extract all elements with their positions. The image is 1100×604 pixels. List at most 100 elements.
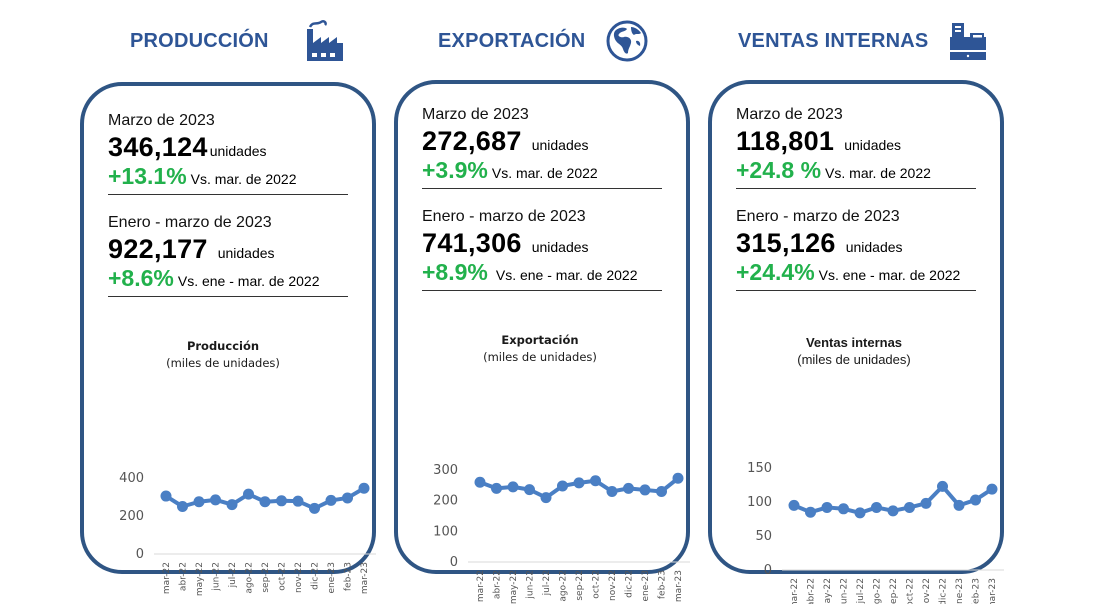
data-point xyxy=(557,480,568,492)
kpi-ytd: Enero - marzo de 2023 741,306 unidades +… xyxy=(422,208,662,291)
kpi-change: +24.4% xyxy=(736,259,815,285)
y-tick-label: 50 xyxy=(755,529,772,544)
data-point xyxy=(805,506,816,518)
kpi-unit: unidades xyxy=(217,245,275,261)
kpi-unit: unidades xyxy=(845,239,903,255)
kpi-change: +13.1% xyxy=(108,163,187,189)
data-point xyxy=(623,482,634,494)
data-point xyxy=(243,488,254,500)
x-tick-label: ene-23 xyxy=(327,562,337,593)
x-tick-label: sep-22 xyxy=(889,578,899,604)
panel-title: EXPORTACIÓN xyxy=(438,29,586,52)
x-tick-label: oct-22 xyxy=(592,570,602,599)
panel-header-produccion: PRODUCCIÓN xyxy=(130,10,347,72)
x-tick-label: ene-23 xyxy=(955,578,965,604)
data-point xyxy=(358,482,370,494)
data-point xyxy=(226,499,238,511)
x-tick-label: oct-22 xyxy=(906,578,916,604)
x-tick-label: mar-22 xyxy=(476,570,486,602)
x-tick-label: may-22 xyxy=(823,578,833,604)
kpi-value: 346,124 xyxy=(108,132,208,162)
data-point xyxy=(210,494,221,506)
kpi-monthly: Marzo de 2023 346,124 unidades +13.1% Vs… xyxy=(108,112,348,195)
x-tick-label: dic-22 xyxy=(939,578,949,604)
data-point xyxy=(276,495,287,507)
kpi-value: 741,306 xyxy=(422,228,522,258)
x-tick-label: sep-22 xyxy=(575,570,585,601)
kpi-change: +8.9% xyxy=(422,259,488,285)
chart-exportacion: 0 100 200 300 mar-22 abr-22 may-22 jun-22 jul-22… xyxy=(433,463,690,604)
chart-title: Producción xyxy=(186,339,260,353)
y-tick-label: 0 xyxy=(450,555,458,570)
kpi-value: 118,801 xyxy=(736,126,835,156)
data-point xyxy=(177,501,188,512)
chart-title-block: Exportación (miles de unidades) xyxy=(394,332,686,366)
x-tick-label: jun-22 xyxy=(526,570,536,600)
kpi-unit: unidades xyxy=(531,137,589,153)
kpi-compare: Vs. ene - mar. de 2022 xyxy=(177,273,320,289)
x-tick-label: dic-22 xyxy=(311,562,321,590)
data-point xyxy=(474,476,486,488)
kpi-compare: Vs. ene - mar. de 2022 xyxy=(495,267,638,283)
y-tick-label: 100 xyxy=(433,524,458,539)
y-tick-label: 0 xyxy=(136,547,144,562)
data-point xyxy=(590,475,601,487)
x-tick-label: oct-22 xyxy=(278,562,288,591)
kpi-ytd: Enero - marzo de 2023 922,177 unidades +… xyxy=(108,214,348,297)
x-tick-label: ago-22 xyxy=(873,578,883,604)
chart-ventas-internas: 0 50 100 150 mar-22 abr-22 may-22 jun-22 jul-22 a… xyxy=(747,461,1004,604)
data-point xyxy=(325,494,337,506)
data-point xyxy=(259,496,271,508)
data-point xyxy=(887,505,899,517)
y-tick-label: 200 xyxy=(433,494,458,509)
card-exportacion: Marzo de 2023 272,687 unidades +3.9% Vs.… xyxy=(394,80,690,604)
data-point xyxy=(656,485,667,497)
kpi-compare: Vs. mar. de 2022 xyxy=(491,165,598,181)
y-tick-label: 300 xyxy=(433,463,458,478)
kpi-change: +8.6% xyxy=(108,265,174,291)
y-tick-label: 200 xyxy=(119,509,144,524)
x-tick-label: mar-23 xyxy=(674,570,684,602)
x-tick-label: nov-22 xyxy=(608,570,618,601)
data-point xyxy=(970,494,981,506)
data-point xyxy=(342,492,353,504)
x-tick-label: jul-22 xyxy=(228,562,238,588)
x-tick-label: nov-22 xyxy=(922,578,932,604)
chart-subtitle: (miles de unidades) xyxy=(797,352,911,367)
kpi-period: Marzo de 2023 xyxy=(736,106,843,123)
data-point xyxy=(854,507,866,519)
x-tick-label: abr-22 xyxy=(493,570,503,599)
data-point xyxy=(160,490,172,502)
data-point xyxy=(937,480,948,492)
y-tick-label: 0 xyxy=(764,563,772,578)
y-tick-label: 150 xyxy=(747,461,772,476)
x-tick-label: mar-22 xyxy=(790,578,800,604)
x-tick-label: feb-23 xyxy=(972,578,982,604)
kpi-period: Enero - marzo de 2023 xyxy=(422,208,586,225)
y-tick-label: 100 xyxy=(747,495,772,510)
data-point xyxy=(491,482,502,494)
data-point xyxy=(672,472,684,484)
x-tick-label: abr-22 xyxy=(179,562,189,591)
x-tick-label: ene-23 xyxy=(641,570,651,601)
panel-title: PRODUCCIÓN xyxy=(130,29,269,52)
chart-subtitle: (miles de unidades) xyxy=(166,356,280,370)
x-tick-label: sep-22 xyxy=(261,562,271,593)
kpi-value: 922,177 xyxy=(108,234,208,264)
panel-header-exportacion: EXPORTACIÓN xyxy=(438,10,649,72)
x-tick-label: dic-22 xyxy=(625,570,635,598)
card-produccion: Marzo de 2023 346,124 unidades +13.1% Vs… xyxy=(80,82,376,596)
data-point xyxy=(788,499,800,511)
kpi-period: Enero - marzo de 2023 xyxy=(108,214,272,231)
x-tick-label: jul-22 xyxy=(542,570,552,596)
x-tick-label: mar-22 xyxy=(162,562,172,594)
x-tick-label: abr-22 xyxy=(807,578,817,604)
x-tick-label: jun-22 xyxy=(212,562,222,592)
kpi-period: Marzo de 2023 xyxy=(422,106,529,123)
x-tick-label: mar-23 xyxy=(988,578,998,604)
kpi-unit: unidades xyxy=(209,143,267,159)
chart-title-block: Ventas internas (miles de unidades) xyxy=(708,334,1000,368)
chart-title-block: Producción (miles de unidades) xyxy=(74,338,372,372)
x-tick-label: ago-22 xyxy=(245,562,255,594)
chart-produccion: 0 200 400 mar-22 abr-22 may-22 jun-22 jul-22 ago… xyxy=(119,471,376,596)
